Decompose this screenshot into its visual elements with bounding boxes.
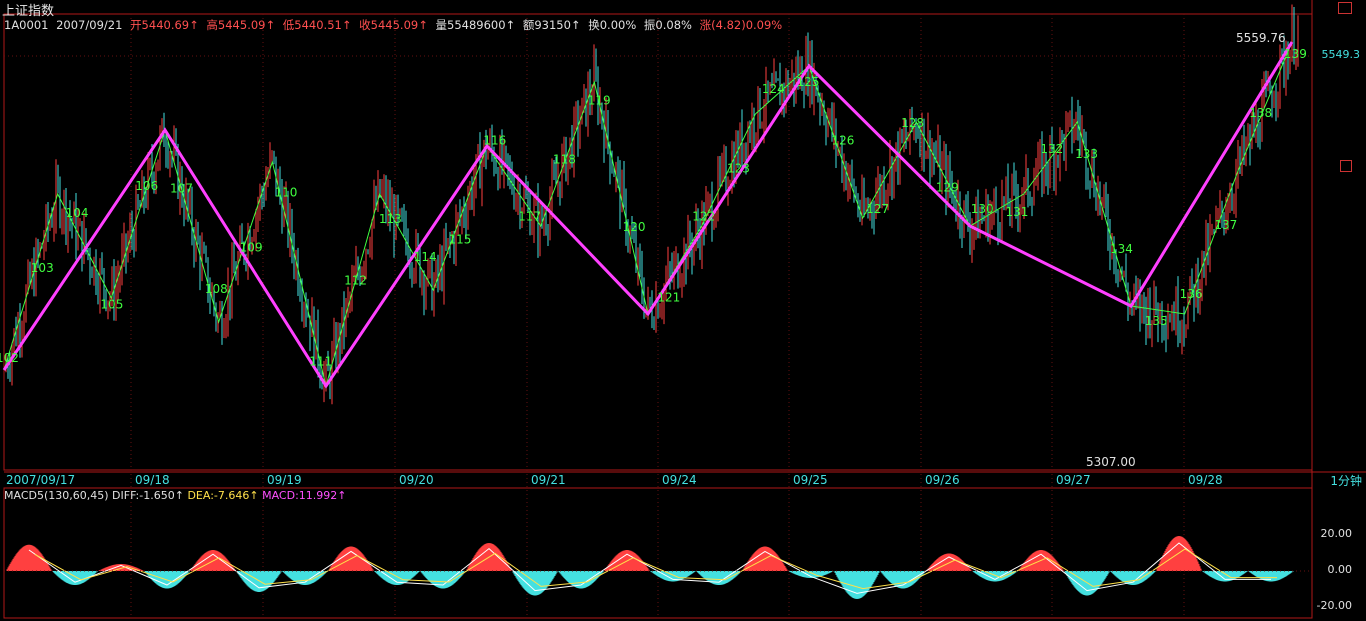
pivot-label: 130 [971,202,994,216]
pivot-label: 126 [831,133,854,147]
pivot-label: 127 [866,202,889,216]
stock-code: 1A0001 [4,18,49,32]
pivot-label: 124 [762,82,785,96]
macd-ytick: 20.00 [1320,527,1353,540]
macd-value: MACD:11.992↑ [262,489,347,502]
panel-toggle-icon[interactable] [1340,160,1352,172]
pivot-label: 119 [588,93,611,107]
pivot-label: 107 [170,182,193,196]
pivot-label: 105 [100,297,123,311]
zigzag-minor-line [3,41,1293,388]
macd-label: MACD5(130,60,45) [4,489,109,502]
macd-plot [4,536,1312,599]
window-restore-icon[interactable] [1338,2,1352,14]
pivot-label: 131 [1006,205,1029,219]
pivot-label: 128 [901,116,924,130]
macd-info-bar: MACD5(130,60,45) DIFF:-1.650↑ DEA:-7.646… [4,489,346,502]
pivot-label: 116 [483,133,506,147]
macd-ytick: 0.00 [1327,563,1353,576]
pivot-label: 135 [1145,314,1168,328]
x-tick-label: 09/18 [135,473,170,487]
pivot-label: 129 [936,180,959,194]
quote-info-bar: 1A0001 2007/09/21 开5440.69↑ 高5445.09↑ 低5… [4,17,786,33]
period-selector[interactable]: 1分钟 [1330,474,1362,488]
change-value: 涨(4.82)0.09% [699,18,783,32]
close-value: 收5445.09↑ [359,18,428,32]
pivot-label: 122 [692,209,715,223]
index-title: 上证指数 [2,4,55,19]
pivot-label: 137 [1214,218,1237,232]
pivot-label: 121 [657,290,680,304]
open-value: 开5440.69↑ [130,18,199,32]
pivot-label: 132 [1040,142,1063,156]
pivot-label: 112 [344,274,367,288]
x-tick-label: 09/24 [662,473,697,487]
low-value: 低5440.51↑ [282,18,352,32]
x-tick-labels: 2007/09/17 09/18 09/19 09/20 09/21 09/24 09/25… [6,473,1223,487]
pivot-label: 111 [309,355,332,369]
zigzag-lines [2,41,1294,389]
x-tick-label: 09/21 [531,473,566,487]
pivot-label: 136 [1180,287,1203,301]
dea-value: DEA:-7.646↑ [187,489,259,502]
diff-value: DIFF:-1.650↑ [112,489,184,502]
x-tick-label: 09/26 [925,473,960,487]
quote-date: 2007/09/21 [56,18,123,32]
macd-ytick: -20.00 [1316,599,1352,612]
high-value: 高5445.09↑ [206,18,276,32]
pivot-label: 134 [1110,242,1133,256]
pivot-label: 115 [449,233,472,247]
x-tick-label: 2007/09/17 [6,473,75,487]
pivot-label: 102 [0,351,19,365]
high-extreme-label: 5559.76 [1236,31,1286,45]
x-tick-label: 09/28 [1188,473,1223,487]
pivot-label: 118 [553,153,576,167]
pivot-label: 120 [623,220,646,234]
grid-lines [4,14,1312,618]
pivot-label: 139 [1284,47,1307,61]
x-tick-label: 09/19 [267,473,302,487]
pivot-label: 108 [205,282,228,296]
pivot-label: 123 [727,161,750,175]
pivot-label: 110 [274,185,297,199]
pivot-label: 103 [31,261,54,275]
amplitude-value: 振0.08% [643,18,692,32]
amount-value: 额93150↑ [522,18,581,32]
pivot-label: 117 [518,209,541,223]
low-extreme-label: 5307.00 [1086,455,1136,469]
x-tick-label: 09/20 [399,473,434,487]
pivot-label: 138 [1249,106,1272,120]
x-tick-label: 09/27 [1056,473,1091,487]
pivot-label: 109 [240,241,263,255]
volume-value: 量55489600↑ [435,18,516,32]
right-price-label: 5549.3 [1321,48,1361,61]
pivot-label: 106 [135,179,158,193]
pivot-labels: 102 103 104 105 106 107 108 109 110 111 112 113 114 1… [0,31,1307,469]
pivot-label: 104 [66,206,89,220]
price-candles [5,4,1299,405]
turnover-value: 换0.00% [588,18,637,32]
zigzag-major-line [2,41,1294,389]
pivot-label: 113 [379,212,402,226]
x-tick-label: 09/25 [793,473,828,487]
pivot-label: 125 [797,75,820,89]
pivot-label: 133 [1075,147,1098,161]
dea-line [34,548,1277,590]
pivot-label: 114 [414,250,437,264]
